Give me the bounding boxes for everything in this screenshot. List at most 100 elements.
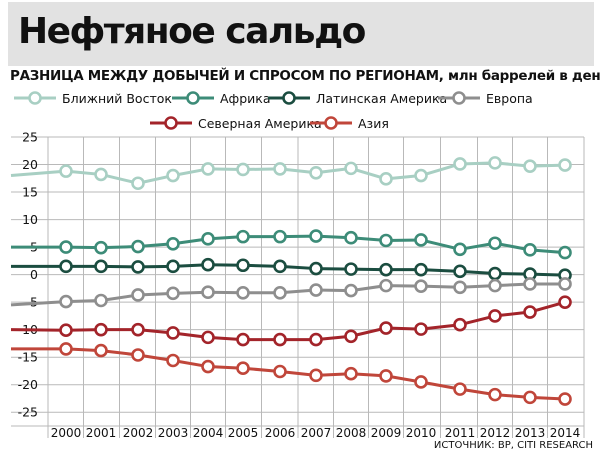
data-point: [379, 278, 393, 293]
legend-marker-icon: [310, 116, 352, 130]
x-tick-label: 2006: [265, 426, 296, 440]
y-tick-label: -5: [26, 295, 38, 310]
data-point: [131, 348, 145, 362]
series-line: [10, 161, 566, 185]
data-point: [166, 353, 180, 368]
legend-marker-icon: [150, 116, 192, 130]
data-point: [344, 366, 358, 381]
data-point: [558, 158, 572, 172]
data-point: [273, 364, 287, 379]
data-point: [488, 236, 502, 251]
data-point: [94, 293, 108, 308]
data-point: [201, 359, 215, 374]
series-line: [11, 234, 566, 255]
data-point: [273, 162, 287, 176]
data-point: [309, 368, 323, 383]
data-point: [453, 157, 467, 171]
data-point: [131, 176, 145, 191]
data-point: [59, 294, 73, 309]
data-point: [309, 332, 323, 347]
y-tick-label: 15: [22, 185, 38, 200]
data-point: [344, 283, 358, 298]
data-point: [236, 361, 250, 376]
data-point: [414, 322, 428, 336]
data-point: [94, 343, 108, 358]
data-point: [523, 277, 537, 291]
legend-label: Ближний Восток: [62, 90, 172, 106]
data-point: [453, 382, 467, 396]
data-point: [131, 239, 145, 254]
data-point: [453, 280, 467, 295]
x-tick-label: 2003: [158, 426, 189, 440]
data-point: [273, 332, 287, 347]
data-point: [131, 288, 145, 302]
x-tick-label: 2010: [406, 426, 437, 440]
data-point: [488, 156, 502, 170]
data-point: [131, 322, 145, 337]
y-tick-label: -15: [18, 350, 38, 365]
data-point: [558, 245, 572, 260]
data-point: [236, 258, 250, 273]
x-tick-label: 2004: [193, 426, 224, 440]
data-point: [201, 330, 215, 345]
data-point: [59, 323, 73, 338]
legend-marker-icon: [14, 91, 56, 105]
legend-label: Северная Америка: [198, 115, 322, 131]
data-point: [94, 322, 108, 337]
data-point: [59, 342, 73, 356]
data-point: [59, 259, 73, 274]
legend-label: Азия: [358, 115, 389, 131]
source-note: ИСТОЧНИК: BP, CITI RESEARCH: [433, 440, 593, 451]
y-tick-label: 25: [22, 130, 38, 145]
data-point: [379, 262, 393, 277]
title-band: [8, 2, 594, 66]
data-point: [273, 285, 287, 300]
legend-item-asia: Азия: [310, 114, 389, 132]
data-point: [414, 168, 428, 183]
legend-marker-icon: [438, 91, 480, 105]
data-point: [488, 387, 502, 402]
data-point: [488, 278, 502, 293]
data-point: [94, 167, 108, 182]
x-tick-label: 2011: [445, 426, 476, 440]
data-point: [488, 309, 502, 323]
data-point: [236, 162, 250, 177]
chart-title: Нефтяное сальдо: [18, 11, 366, 52]
x-tick-label: 2000: [51, 426, 82, 440]
data-point: [414, 279, 428, 293]
data-point: [309, 229, 323, 243]
series-line: [10, 282, 565, 307]
data-point: [309, 165, 323, 180]
series-line: [11, 263, 566, 277]
data-point: [523, 390, 537, 405]
data-point: [379, 369, 393, 383]
data-point: [344, 329, 358, 344]
data-point: [344, 262, 358, 276]
data-point: [236, 332, 250, 347]
data-point: [94, 240, 108, 255]
chart-subtitle: РАЗНИЦА МЕЖДУ ДОБЫЧЕЙ И СПРОСОМ ПО РЕГИО…: [10, 68, 601, 84]
x-tick-label: 2008: [336, 426, 367, 440]
data-point: [201, 285, 215, 300]
data-point: [201, 257, 215, 272]
legend-item-middle-east: Ближний Восток: [14, 89, 172, 107]
data-point: [59, 164, 73, 178]
data-point: [558, 392, 572, 406]
legend-marker-icon: [172, 91, 214, 105]
data-point: [523, 243, 537, 257]
data-point: [94, 259, 108, 274]
x-tick-label: 2013: [515, 426, 546, 440]
legend-label: Европа: [486, 90, 533, 106]
data-point: [273, 229, 287, 244]
data-point: [166, 286, 180, 301]
data-point: [453, 317, 467, 332]
x-tick-label: 2002: [123, 426, 154, 440]
data-point: [453, 242, 467, 257]
y-tick-label: 0: [30, 267, 38, 282]
x-tick-label: 2012: [480, 426, 511, 440]
data-point: [414, 375, 428, 389]
y-tick-label: -25: [18, 405, 38, 420]
data-point: [344, 161, 358, 176]
data-point: [379, 172, 393, 186]
